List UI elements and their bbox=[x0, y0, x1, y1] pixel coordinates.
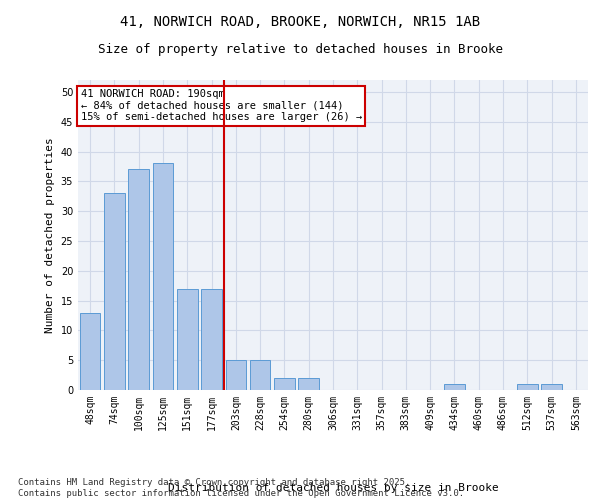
Bar bbox=[250, 360, 271, 390]
Text: Contains HM Land Registry data © Crown copyright and database right 2025.
Contai: Contains HM Land Registry data © Crown c… bbox=[18, 478, 464, 498]
Text: 41 NORWICH ROAD: 190sqm
← 84% of detached houses are smaller (144)
15% of semi-d: 41 NORWICH ROAD: 190sqm ← 84% of detache… bbox=[80, 90, 362, 122]
Bar bbox=[541, 384, 562, 390]
Bar bbox=[226, 360, 246, 390]
Bar bbox=[298, 378, 319, 390]
Bar bbox=[80, 312, 100, 390]
Text: Size of property relative to detached houses in Brooke: Size of property relative to detached ho… bbox=[97, 42, 503, 56]
Bar bbox=[177, 288, 197, 390]
Text: 41, NORWICH ROAD, BROOKE, NORWICH, NR15 1AB: 41, NORWICH ROAD, BROOKE, NORWICH, NR15 … bbox=[120, 15, 480, 29]
Bar bbox=[152, 164, 173, 390]
Bar bbox=[201, 288, 222, 390]
Y-axis label: Number of detached properties: Number of detached properties bbox=[45, 137, 55, 333]
Bar bbox=[128, 170, 149, 390]
Bar bbox=[444, 384, 465, 390]
Bar bbox=[274, 378, 295, 390]
Bar bbox=[517, 384, 538, 390]
X-axis label: Distribution of detached houses by size in Brooke: Distribution of detached houses by size … bbox=[167, 483, 499, 493]
Bar bbox=[104, 194, 125, 390]
